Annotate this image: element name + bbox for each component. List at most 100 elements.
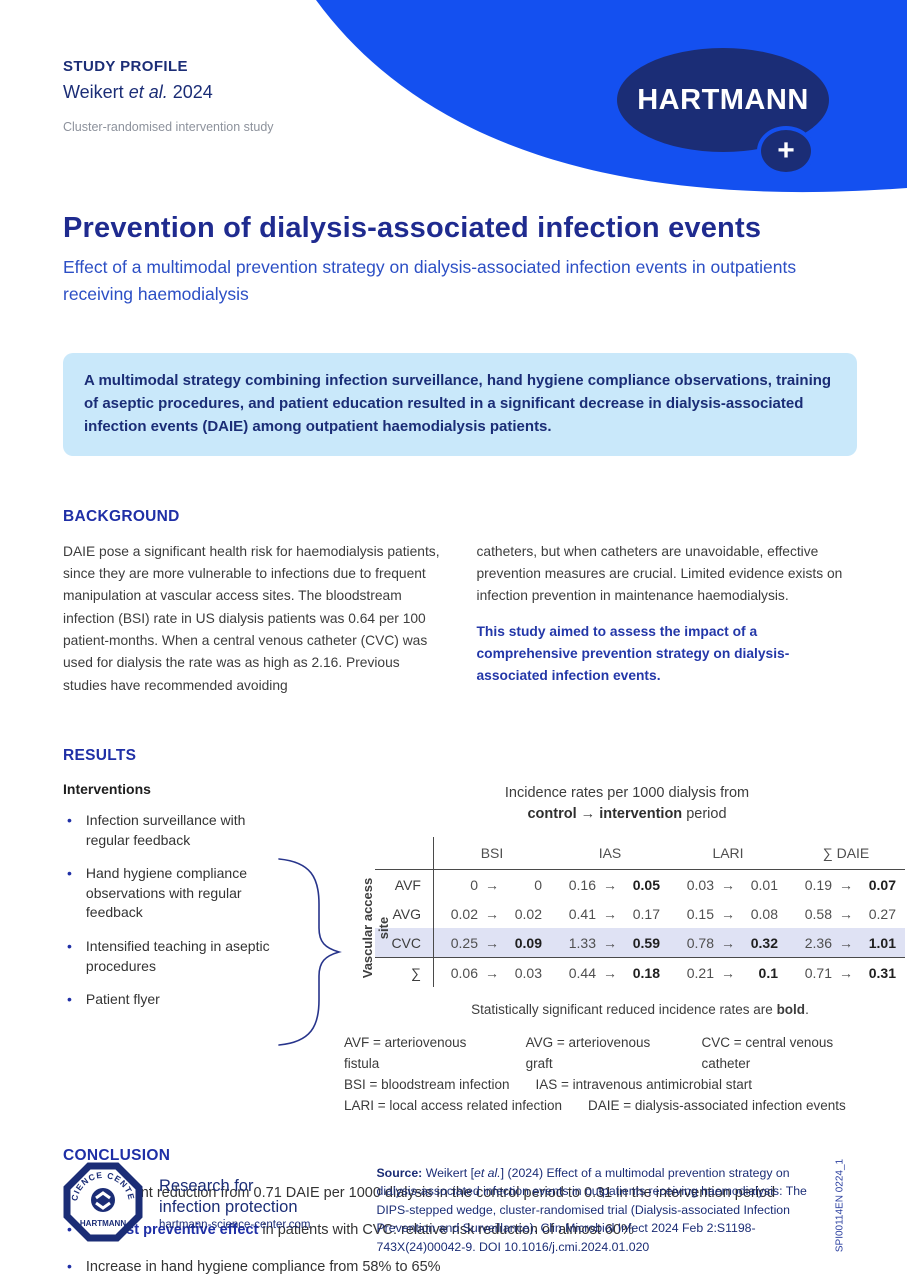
table-row: AVG 0.02 → 0.02 0.41 → 0.17 0.15 → 0.08 0.58 → 0… [375, 899, 905, 928]
interventions-label: Interventions [63, 781, 151, 798]
table-cell: 0.58 → 0.27 [804, 905, 896, 922]
arrow-icon: → [603, 934, 617, 951]
table-footnote: Statistically significant reduced incide… [471, 1002, 809, 1018]
table-cell: 0.71 → 0.31 [804, 964, 896, 981]
interventions-list-block: Interventions • Infection surveillance wi… [63, 781, 271, 1117]
document-code: SPI00114EN 0224_1 [834, 1158, 846, 1253]
table-cell: 1.33 → 0.59 [568, 934, 660, 951]
logo-tagline-block: Research for infection protection hartman… [159, 1177, 311, 1232]
table-row-highlighted: CVC 0.25 → 0.09 1.33 → 0.59 0.78 → 0.32 2.36 → 1… [375, 928, 905, 958]
main-content: Prevention of dialysis-associated infect… [63, 212, 905, 1284]
arrow-icon: → [839, 934, 853, 951]
table-sum-row: ∑ 0.06 → 0.03 0.44 → 0.18 0.21 → 0.1 0.71 → 0.31 [375, 957, 905, 987]
list-item: • Intensified teaching in aseptic procedu… [63, 937, 271, 976]
bullet-icon: • [67, 1221, 72, 1238]
background-paragraph: DAIE pose a significant health risk for … [63, 543, 440, 693]
arrow-icon: → [603, 905, 617, 922]
table-cell: 0 → 0 [470, 876, 542, 893]
abbreviation: BSI = bloodstream infection [344, 1076, 510, 1092]
list-item: • Increase in hand hygiene compliance fro… [63, 1257, 860, 1277]
row-label: CVC [391, 934, 421, 951]
brace-connector [271, 781, 349, 1117]
background-columns: DAIE pose a significant health risk for … [63, 541, 860, 697]
abbreviations: AVF = arteriovenous fistula AVG = arterio… [344, 1033, 905, 1117]
footer: SCIENCE CENTER HARTMANN Research forinfe… [59, 1154, 867, 1256]
abbreviation: CVC = central venous catheter [701, 1035, 834, 1071]
logo-brand-text: HARTMANN [80, 1219, 126, 1228]
conclusion-heading: CONCLUSION [63, 1146, 171, 1164]
bullet-icon: • [67, 938, 72, 955]
arrow-icon: → [485, 905, 499, 922]
table-axis-label: Vascular access site [359, 877, 391, 979]
row-label: AVG [392, 905, 421, 922]
column-header: IAS [598, 845, 622, 862]
source-citation: Source: Weikert [et al.] (2024) Effect o… [376, 1166, 807, 1254]
table-row: AVF 0 → 0 0.16 → 0.05 0.03 → 0.01 0.19 → 0.07 [375, 870, 905, 899]
bullet-icon: • [67, 991, 72, 1008]
background-left-column: DAIE pose a significant health risk for … [63, 541, 447, 697]
table-cell: 0.16 → 0.05 [568, 876, 660, 893]
arrow-icon: → [839, 876, 853, 893]
arrow-icon: → [603, 876, 617, 893]
column-header: ∑ DAIE [822, 845, 870, 862]
arrow-icon: → [485, 934, 499, 951]
table-cell: 0.41 → 0.17 [568, 905, 660, 922]
table-cell: 0.15 → 0.08 [686, 905, 778, 922]
row-label: ∑ [411, 964, 421, 981]
table-vertical-rule [433, 837, 435, 988]
list-item: • Patient flyer [63, 990, 271, 1010]
table-cell: 0.02 → 0.02 [450, 905, 542, 922]
arrow-icon: → [721, 964, 735, 981]
table-header-row: BSI IAS LARI ∑ DAIE [375, 837, 905, 871]
results-heading: RESULTS [63, 747, 137, 765]
column-header: LARI [712, 845, 744, 862]
arrow-icon: → [485, 876, 499, 893]
page-subtitle: Effect of a multimodal prevention strate… [63, 257, 797, 305]
table-cell: 0.19 → 0.07 [804, 876, 896, 893]
incidence-table-block: Incidence rates per 1000 dialysis from c… [344, 781, 905, 1117]
bullet-icon: • [67, 1258, 72, 1275]
kicker: STUDY PROFILE [63, 58, 188, 75]
background-heading: BACKGROUND [63, 507, 180, 525]
abbreviation: DAIE = dialysis-associated infection eve… [588, 1097, 846, 1113]
table-cell: 2.36 → 1.01 [804, 934, 896, 951]
results-row: Interventions • Infection surveillance wi… [63, 781, 905, 1117]
science-center-logo: SCIENCE CENTER HARTMANN [59, 1154, 143, 1242]
table-title: Incidence rates per 1000 dialysis from c… [504, 785, 750, 823]
arrow-icon: → [580, 806, 596, 823]
arrow-icon: → [721, 905, 735, 922]
interventions-list: • Infection surveillance with regular fee… [63, 811, 271, 1010]
study-aim-paragraph: This study aimed to assess the impact of… [476, 623, 790, 684]
row-label: AVF [394, 876, 421, 893]
arrow-icon: → [721, 876, 735, 893]
hartmann-plus-icon: + [757, 126, 815, 176]
table-cell: 0.78 → 0.32 [686, 934, 778, 951]
arrow-icon: → [721, 934, 735, 951]
list-item: • Hand hygiene compliance observations wi… [63, 864, 271, 923]
table-cell: 0.21 → 0.1 [686, 964, 778, 981]
hartmann-logo-text: HARTMANN [637, 83, 809, 116]
page-title: Prevention of dialysis-associated infect… [63, 212, 762, 244]
table-cell: 0.06 → 0.03 [450, 964, 542, 981]
table-cell: 0.44 → 0.18 [568, 964, 660, 981]
bullet-icon: • [67, 812, 72, 829]
abbreviation: LARI = local access related infection [344, 1097, 562, 1113]
website-url: hartmann-science-center.com [159, 1219, 311, 1232]
abbreviation: IAS = intravenous antimicrobial start [535, 1076, 752, 1092]
study-type: Cluster-randomised intervention study [63, 120, 274, 134]
background-right-column: catheters, but when catheters are unavoi… [477, 541, 861, 697]
arrow-icon: → [839, 964, 853, 981]
arrow-icon: → [485, 964, 499, 981]
table-cell: 0.03 → 0.01 [686, 876, 778, 893]
curly-brace-icon [278, 858, 342, 1046]
arrow-icon: → [603, 964, 617, 981]
authors-line: Weikert et al. 2024 [63, 82, 213, 102]
summary-box: A multimodal strategy combining infectio… [63, 353, 857, 456]
column-header: BSI [480, 845, 504, 862]
table-cell: 0.25 → 0.09 [450, 934, 542, 951]
abbreviation: AVG = arteriovenous graft [525, 1035, 651, 1071]
incidence-table: Vascular access site BSI IAS LARI ∑ DAIE… [360, 837, 905, 988]
hartmann-emblem-icon: SCIENCE CENTER HARTMANN [59, 1154, 143, 1242]
header-text-block: STUDY PROFILE Weikert et al. 2024 Cluste… [63, 58, 274, 134]
